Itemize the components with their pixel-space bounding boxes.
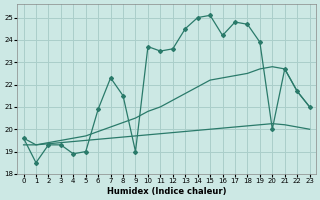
X-axis label: Humidex (Indice chaleur): Humidex (Indice chaleur)	[107, 187, 226, 196]
